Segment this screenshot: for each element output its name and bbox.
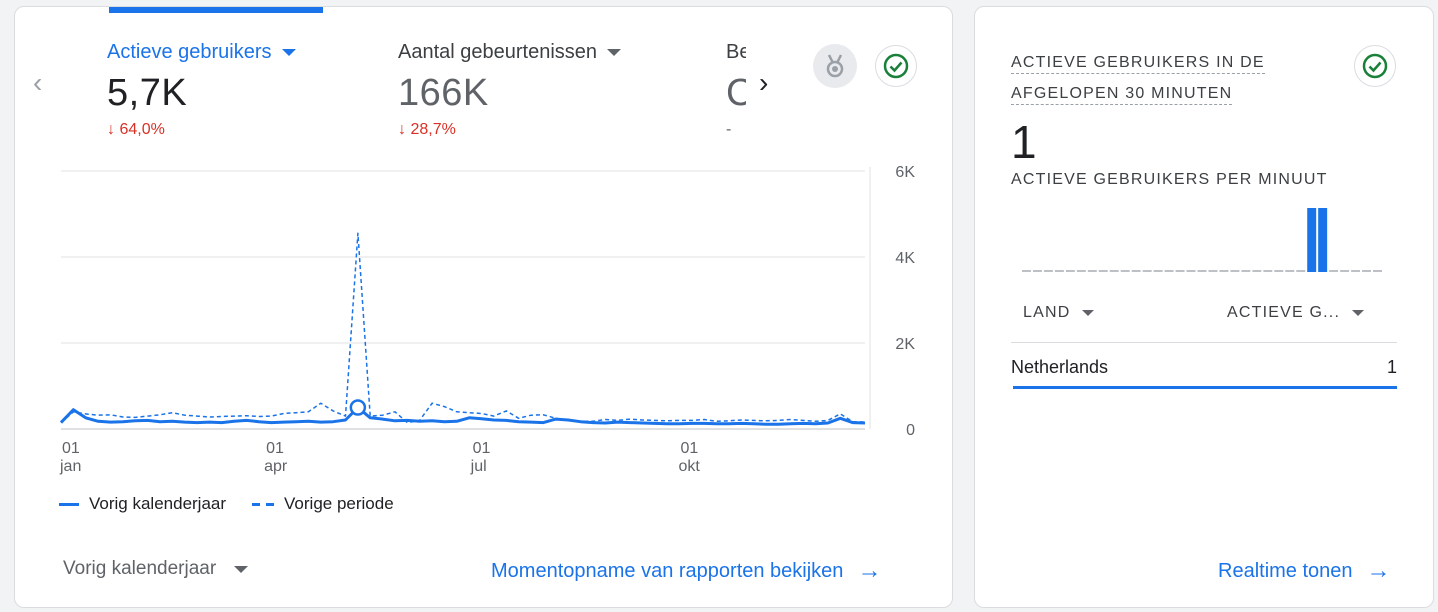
caret-down-icon[interactable] bbox=[607, 49, 622, 56]
realtime-value: 1 bbox=[1011, 116, 1037, 168]
caret-down-icon bbox=[234, 565, 249, 573]
highlight-point bbox=[349, 399, 367, 416]
check-circle-icon[interactable] bbox=[1354, 45, 1396, 87]
period-dropdown-label: Vorig kalenderjaar bbox=[63, 558, 217, 579]
check-icon bbox=[1362, 53, 1388, 79]
column-country-label: LAND bbox=[1023, 304, 1071, 321]
x-tick-label: 01 bbox=[680, 440, 698, 457]
y-tick-label: 2K bbox=[895, 336, 915, 353]
column-country[interactable]: LAND bbox=[1023, 304, 1095, 322]
metric-active-users[interactable]: Actieve gebruikers 5,7K ↓ 64,0% bbox=[107, 41, 296, 139]
column-active-users[interactable]: ACTIEVE G... bbox=[1227, 304, 1365, 322]
x-tick-label: apr bbox=[264, 458, 288, 475]
period-dropdown[interactable]: Vorig kalenderjaar bbox=[63, 558, 249, 580]
check-circle-icon[interactable] bbox=[875, 45, 917, 87]
minute-bar bbox=[1318, 208, 1328, 272]
metric-delta: ↓ 28,7% bbox=[398, 121, 456, 138]
view-snapshot-link[interactable]: Momentopname van rapporten bekijken → bbox=[491, 557, 881, 585]
realtime-title-line1: ACTIEVE GEBRUIKERS IN DE bbox=[1011, 54, 1265, 74]
x-tick-label: jan bbox=[59, 458, 81, 475]
view-realtime-link[interactable]: Realtime tonen → bbox=[1218, 557, 1391, 585]
legend-label-series2: Vorige periode bbox=[284, 494, 394, 513]
per-minute-bar-chart bbox=[1022, 208, 1382, 272]
metric-value: 5,7K bbox=[107, 72, 188, 114]
metric-value: C bbox=[726, 72, 746, 115]
x-tick-label: okt bbox=[678, 458, 700, 475]
legend-swatch-dashed bbox=[252, 502, 275, 506]
metric-value: 166K bbox=[398, 72, 489, 114]
series-line-dashed bbox=[60, 232, 866, 424]
chevron-left-icon[interactable]: ‹ bbox=[33, 67, 43, 98]
check-icon bbox=[883, 53, 909, 79]
per-minute-label: ACTIEVE GEBRUIKERS PER MINUUT bbox=[1011, 171, 1328, 188]
x-tick-label: 01 bbox=[62, 440, 80, 457]
chevron-right-icon[interactable]: › bbox=[759, 67, 769, 98]
medal-icon-glyph bbox=[826, 54, 844, 78]
metric-delta: - bbox=[726, 121, 732, 138]
metric-delta: ↓ 64,0% bbox=[107, 121, 165, 138]
legend-label-series1: Vorig kalenderjaar bbox=[89, 494, 227, 513]
realtime-card: ACTIEVE GEBRUIKERS IN DE AFGELOPEN 30 MI… bbox=[974, 6, 1434, 608]
legend-swatch-solid bbox=[59, 502, 79, 506]
minute-bar bbox=[1307, 208, 1317, 272]
medal-icon[interactable] bbox=[813, 44, 857, 88]
series-line-solid bbox=[59, 406, 866, 426]
arrow-right-icon: → bbox=[1366, 557, 1391, 584]
y-tick-label: 0 bbox=[906, 422, 915, 439]
caret-down-icon[interactable] bbox=[281, 49, 296, 56]
active-metric-indicator bbox=[109, 7, 323, 13]
table-divider bbox=[1011, 342, 1397, 343]
overview-card: ‹ Actieve gebruikers 5,7K ↓ 64,0% Aantal… bbox=[14, 6, 953, 608]
y-tick-label: 6K bbox=[895, 164, 915, 181]
row-share-bar bbox=[1013, 386, 1397, 389]
realtime-title-line2: AFGELOPEN 30 MINUTEN bbox=[1011, 85, 1233, 105]
view-realtime-label: Realtime tonen bbox=[1218, 559, 1353, 582]
metric-label: Be bbox=[726, 41, 746, 63]
view-snapshot-label: Momentopname van rapporten bekijken bbox=[491, 559, 844, 582]
metric-label: Actieve gebruikers bbox=[107, 41, 272, 63]
x-tick-label: 01 bbox=[473, 440, 491, 457]
count-cell: 1 bbox=[1386, 357, 1397, 377]
realtime-title[interactable]: ACTIEVE GEBRUIKERS IN DE AFGELOPEN 30 MI… bbox=[1011, 47, 1271, 109]
x-tick-label: jul bbox=[470, 458, 487, 475]
metric-event-count[interactable]: Aantal gebeurtenissen 166K ↓ 28,7% bbox=[398, 41, 622, 139]
x-tick-label: 01 bbox=[266, 440, 284, 457]
caret-down-icon bbox=[1082, 310, 1095, 316]
column-active-users-label: ACTIEVE G... bbox=[1227, 304, 1341, 321]
caret-down-icon bbox=[1352, 310, 1365, 316]
y-tick-label: 4K bbox=[895, 250, 915, 267]
chart-legend: Vorig kalenderjaar Vorige periode bbox=[59, 494, 394, 514]
country-cell: Netherlands bbox=[1011, 357, 1109, 377]
table-row[interactable]: Netherlands 1 bbox=[1011, 353, 1397, 389]
metric-label: Aantal gebeurtenissen bbox=[398, 41, 598, 63]
arrow-right-icon: → bbox=[857, 557, 882, 584]
metric-truncated[interactable]: Be C - bbox=[726, 41, 746, 139]
